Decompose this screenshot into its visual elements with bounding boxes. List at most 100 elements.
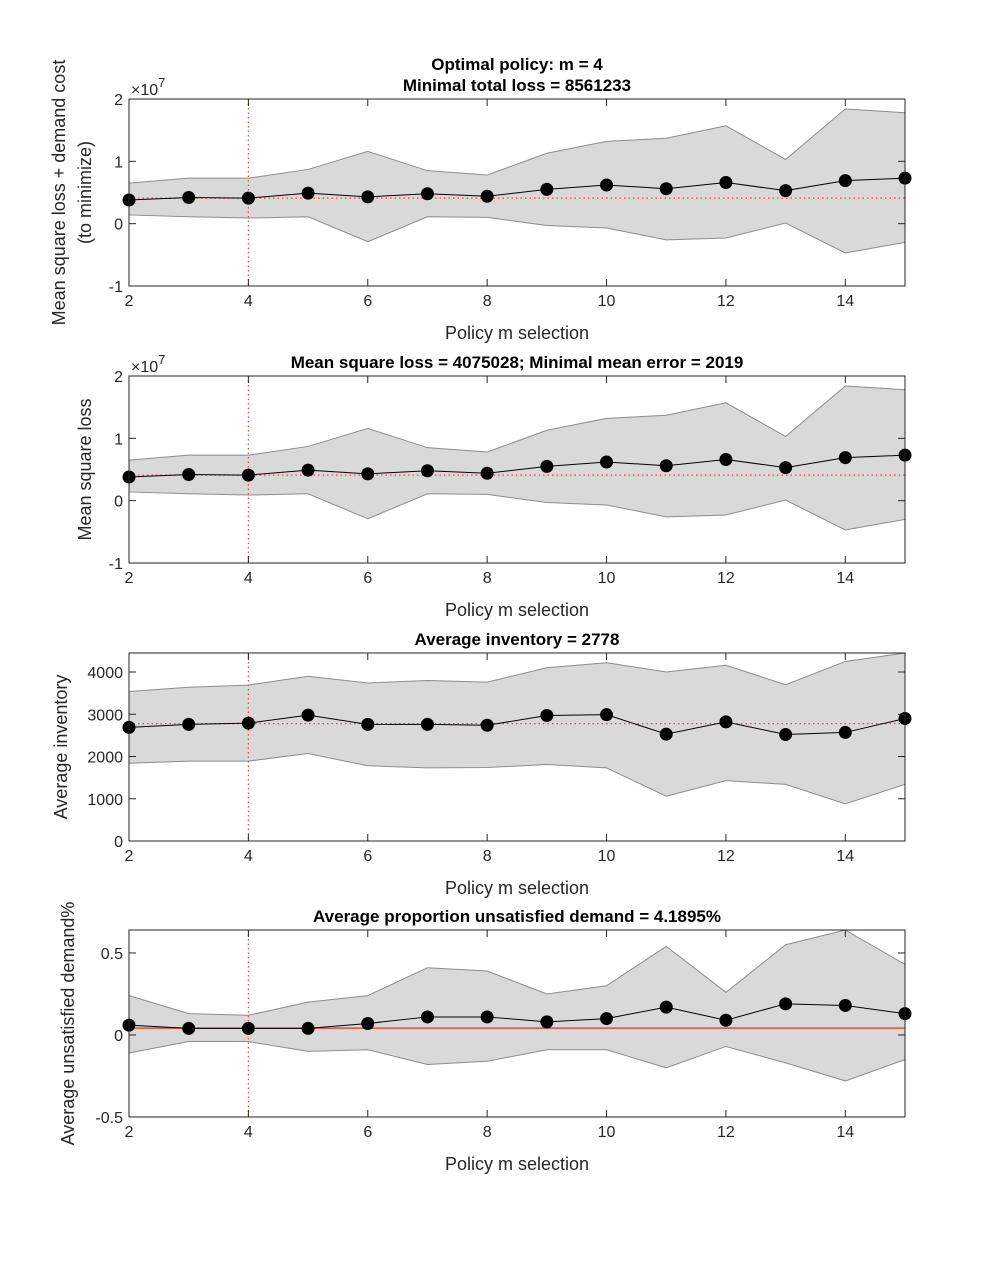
data-point bbox=[600, 178, 614, 192]
axes-frame bbox=[128, 98, 906, 287]
y-exponent-label: ×107 bbox=[131, 352, 165, 376]
data-point bbox=[480, 1010, 494, 1024]
y-tick-label: 0 bbox=[114, 217, 123, 234]
data-point bbox=[420, 464, 434, 478]
data-point bbox=[719, 176, 733, 190]
x-tick-label: 2 bbox=[125, 570, 134, 587]
axes-frame bbox=[128, 652, 906, 842]
y-tick-label: 1000 bbox=[87, 792, 123, 809]
data-point bbox=[540, 709, 554, 723]
y-tick-label: 3000 bbox=[87, 707, 123, 724]
data-point bbox=[838, 998, 852, 1012]
data-point bbox=[719, 715, 733, 729]
data-point bbox=[301, 186, 315, 200]
x-tick-label: 6 bbox=[363, 293, 372, 310]
data-point bbox=[838, 725, 852, 739]
y-axis-label: Average inventory bbox=[51, 675, 71, 820]
x-tick-label: 12 bbox=[717, 1124, 735, 1141]
axes-frame bbox=[128, 375, 906, 564]
data-point bbox=[480, 189, 494, 203]
data-point bbox=[600, 708, 614, 722]
y-exponent-base: ×10 bbox=[131, 359, 158, 376]
data-point bbox=[182, 467, 196, 481]
x-tick-label: 14 bbox=[836, 1124, 854, 1141]
x-tick-label: 2 bbox=[125, 293, 134, 310]
data-point bbox=[361, 717, 375, 731]
y-exponent-label: ×107 bbox=[131, 75, 165, 99]
y-tick-label: -1 bbox=[109, 556, 123, 573]
axes-frame bbox=[128, 929, 906, 1118]
data-point bbox=[659, 459, 673, 473]
data-point bbox=[361, 190, 375, 204]
data-point bbox=[241, 1021, 255, 1035]
y-axis-label: (to minimize) bbox=[75, 141, 95, 244]
data-point bbox=[182, 717, 196, 731]
y-tick-label: 1 bbox=[114, 431, 123, 448]
x-tick-label: 14 bbox=[836, 570, 854, 587]
series-line bbox=[128, 177, 906, 201]
y-tick-label: -1 bbox=[109, 279, 123, 296]
chart-title: Mean square loss = 4075028; Minimal mean… bbox=[291, 353, 744, 372]
x-tick-label: 4 bbox=[244, 1124, 253, 1141]
x-tick-label: 12 bbox=[717, 570, 735, 587]
x-tick-label: 8 bbox=[483, 1124, 492, 1141]
chart-title: Optimal policy: m = 4 bbox=[431, 55, 603, 74]
chart-title: Average proportion unsatisfied demand = … bbox=[313, 907, 721, 926]
y-tick-label: 0 bbox=[114, 834, 123, 851]
data-point bbox=[301, 1021, 315, 1035]
x-tick-label: 14 bbox=[836, 848, 854, 865]
x-axis-label: Policy m selection bbox=[445, 1154, 589, 1174]
x-axis-label: Policy m selection bbox=[445, 323, 589, 343]
data-point bbox=[420, 187, 434, 201]
data-point bbox=[241, 716, 255, 730]
x-tick-label: 8 bbox=[483, 293, 492, 310]
x-tick-label: 12 bbox=[717, 293, 735, 310]
data-point bbox=[779, 997, 793, 1011]
x-tick-label: 6 bbox=[363, 570, 372, 587]
data-point bbox=[779, 461, 793, 475]
x-tick-label: 4 bbox=[244, 848, 253, 865]
data-point bbox=[719, 453, 733, 467]
chart-title: Minimal total loss = 8561233 bbox=[403, 76, 631, 95]
y-tick-label: 1 bbox=[114, 154, 123, 171]
data-point bbox=[361, 467, 375, 481]
y-tick-label: -0.5 bbox=[95, 1110, 123, 1127]
data-point bbox=[420, 1010, 434, 1024]
y-axis-label: Mean square loss + demand cost bbox=[49, 60, 69, 326]
y-tick-label: 4000 bbox=[87, 665, 123, 682]
x-tick-label: 8 bbox=[483, 570, 492, 587]
data-point bbox=[361, 1017, 375, 1030]
data-point bbox=[600, 1012, 614, 1026]
data-point bbox=[540, 1015, 554, 1029]
x-tick-label: 12 bbox=[717, 848, 735, 865]
x-tick-label: 2 bbox=[125, 1124, 134, 1141]
data-point bbox=[241, 191, 255, 205]
x-tick-label: 14 bbox=[836, 293, 854, 310]
subplot-3: 2 4 6 8 10 12 14 0 1000 2000 3000 4000 Policy m sele… bbox=[51, 630, 912, 898]
x-tick-label: 6 bbox=[363, 1124, 372, 1141]
x-tick-label: 10 bbox=[598, 848, 616, 865]
x-axis-label: Policy m selection bbox=[445, 878, 589, 898]
data-point bbox=[301, 708, 315, 722]
y-exponent-power: 7 bbox=[158, 352, 165, 367]
data-point bbox=[719, 1013, 733, 1027]
subplot-4: 2 4 6 8 10 12 14 -0.5 0 0.5 Policy m selection Aver… bbox=[58, 902, 912, 1174]
data-point bbox=[659, 182, 673, 196]
x-tick-label: 10 bbox=[598, 293, 616, 310]
data-point bbox=[480, 466, 494, 480]
y-exponent-base: ×10 bbox=[131, 82, 158, 99]
data-point bbox=[420, 717, 434, 731]
y-axis-label: Average unsatisfied demand% bbox=[58, 902, 78, 1146]
data-point bbox=[540, 459, 554, 473]
data-point bbox=[182, 190, 196, 204]
data-point bbox=[480, 718, 494, 732]
x-tick-label: 6 bbox=[363, 848, 372, 865]
data-point bbox=[301, 463, 315, 477]
x-tick-label: 4 bbox=[244, 570, 253, 587]
chart-title: Average inventory = 2778 bbox=[415, 630, 620, 649]
series-line bbox=[128, 714, 906, 736]
y-tick-label: 0 bbox=[114, 1028, 123, 1045]
data-point bbox=[241, 468, 255, 482]
